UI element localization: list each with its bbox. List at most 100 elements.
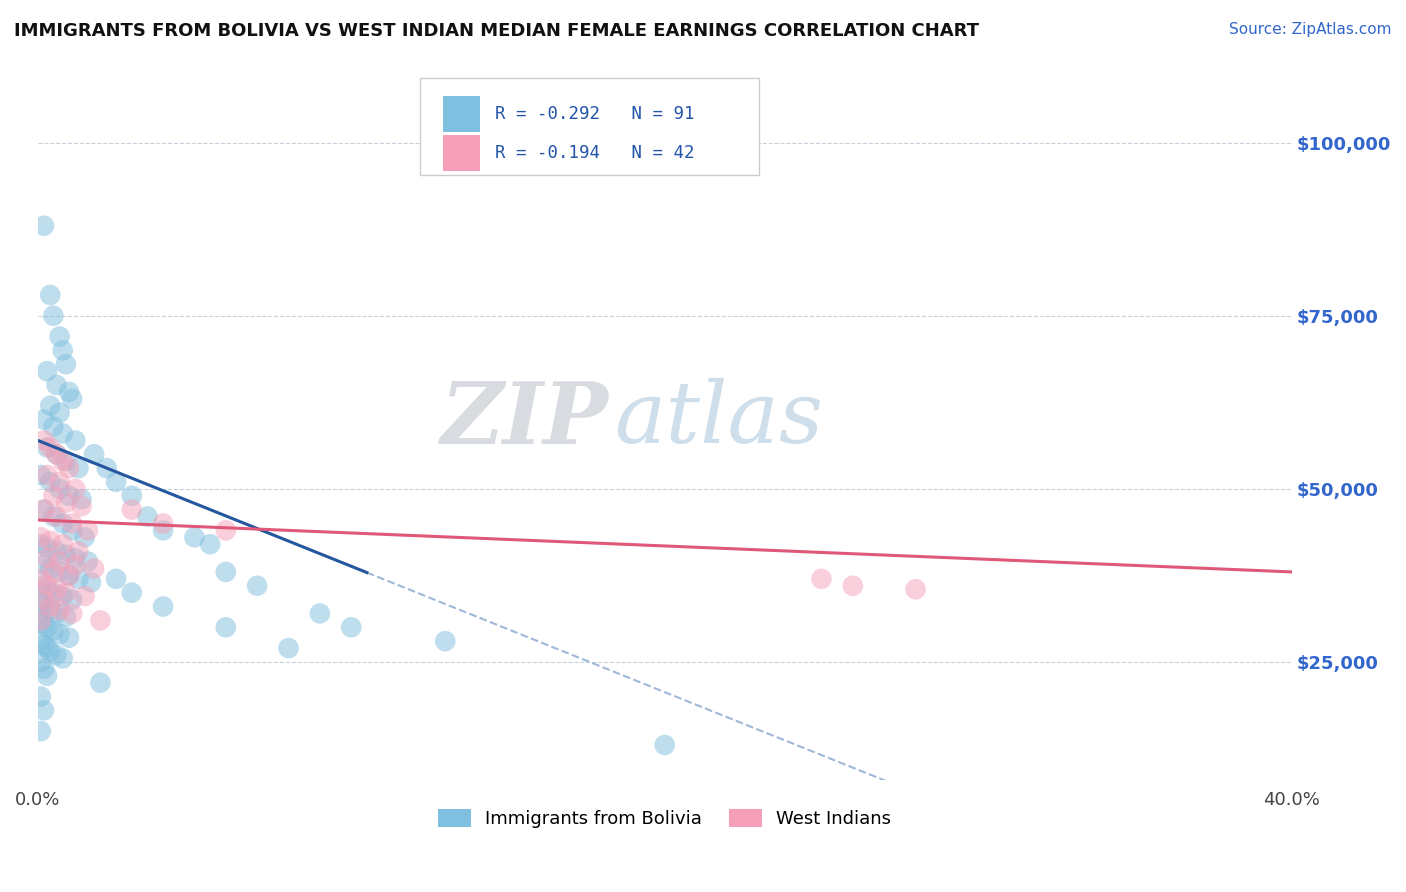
Point bbox=[65, 434, 87, 448]
Point bbox=[152, 599, 174, 614]
Point bbox=[32, 592, 55, 607]
Point bbox=[55, 548, 77, 562]
Point bbox=[45, 447, 67, 461]
Point bbox=[55, 585, 77, 599]
Point bbox=[48, 482, 70, 496]
Point bbox=[70, 492, 93, 507]
Point bbox=[65, 482, 87, 496]
Point bbox=[434, 634, 457, 648]
Point bbox=[32, 558, 55, 572]
Point bbox=[45, 509, 67, 524]
Point bbox=[105, 572, 128, 586]
Legend: Immigrants from Bolivia, West Indians: Immigrants from Bolivia, West Indians bbox=[432, 802, 898, 836]
Point bbox=[30, 690, 52, 704]
Point bbox=[52, 589, 75, 603]
Point bbox=[30, 537, 52, 551]
Point bbox=[42, 624, 65, 638]
Point bbox=[198, 537, 221, 551]
Point bbox=[55, 357, 77, 371]
Point bbox=[30, 613, 52, 627]
FancyBboxPatch shape bbox=[443, 136, 481, 171]
Point bbox=[39, 644, 62, 658]
Point bbox=[67, 572, 90, 586]
Point bbox=[42, 309, 65, 323]
Point bbox=[48, 603, 70, 617]
Point bbox=[215, 565, 238, 579]
Point bbox=[152, 516, 174, 531]
Point bbox=[42, 489, 65, 503]
Point bbox=[105, 475, 128, 489]
Point bbox=[39, 599, 62, 614]
Point bbox=[277, 641, 299, 656]
Point bbox=[32, 502, 55, 516]
Point bbox=[89, 613, 111, 627]
Point bbox=[48, 565, 70, 579]
Point bbox=[55, 496, 77, 510]
Point bbox=[30, 655, 52, 669]
Point bbox=[810, 572, 832, 586]
Point bbox=[32, 599, 55, 614]
Point bbox=[32, 703, 55, 717]
Point bbox=[67, 461, 90, 475]
Point bbox=[30, 724, 52, 739]
Point bbox=[48, 329, 70, 343]
Point bbox=[58, 568, 80, 582]
Point bbox=[73, 589, 96, 603]
Point bbox=[60, 607, 83, 621]
Point bbox=[35, 551, 58, 566]
Point bbox=[58, 568, 80, 582]
Point bbox=[45, 447, 67, 461]
Point bbox=[30, 596, 52, 610]
Point bbox=[65, 558, 87, 572]
Point bbox=[183, 530, 205, 544]
Text: R = -0.194   N = 42: R = -0.194 N = 42 bbox=[495, 145, 695, 162]
FancyBboxPatch shape bbox=[443, 95, 481, 132]
Point bbox=[45, 378, 67, 392]
Point bbox=[32, 219, 55, 233]
Point bbox=[42, 565, 65, 579]
Point bbox=[52, 516, 75, 531]
Point bbox=[89, 675, 111, 690]
Point bbox=[60, 524, 83, 538]
Point bbox=[121, 489, 143, 503]
Text: ZIP: ZIP bbox=[440, 378, 609, 461]
Point bbox=[58, 631, 80, 645]
Point bbox=[39, 288, 62, 302]
Point bbox=[80, 575, 103, 590]
Point bbox=[52, 343, 75, 358]
Point bbox=[121, 585, 143, 599]
Point bbox=[45, 544, 67, 558]
Point bbox=[52, 426, 75, 441]
Point bbox=[30, 530, 52, 544]
Point bbox=[60, 392, 83, 406]
Point bbox=[35, 541, 58, 555]
Text: Source: ZipAtlas.com: Source: ZipAtlas.com bbox=[1229, 22, 1392, 37]
Point bbox=[60, 516, 83, 531]
Point bbox=[67, 544, 90, 558]
Point bbox=[42, 509, 65, 524]
Point bbox=[842, 579, 865, 593]
Point bbox=[30, 468, 52, 483]
Point bbox=[83, 447, 105, 461]
Point bbox=[48, 406, 70, 420]
Point bbox=[58, 384, 80, 399]
Point bbox=[32, 434, 55, 448]
Point bbox=[340, 620, 363, 634]
Point bbox=[48, 475, 70, 489]
Point bbox=[42, 585, 65, 599]
Point bbox=[52, 651, 75, 665]
Point bbox=[96, 461, 118, 475]
Point bbox=[32, 638, 55, 652]
Point bbox=[65, 551, 87, 566]
Point bbox=[45, 582, 67, 597]
Point bbox=[55, 610, 77, 624]
Point bbox=[32, 412, 55, 426]
Point bbox=[45, 648, 67, 662]
Point bbox=[121, 502, 143, 516]
Point bbox=[48, 627, 70, 641]
Point bbox=[35, 468, 58, 483]
Point bbox=[30, 572, 52, 586]
Point bbox=[39, 561, 62, 575]
Point bbox=[45, 607, 67, 621]
Point bbox=[215, 524, 238, 538]
